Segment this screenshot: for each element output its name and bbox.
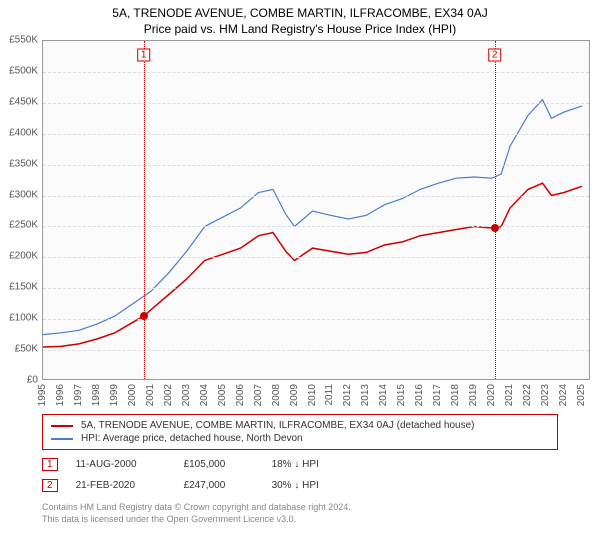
gridline (43, 134, 589, 135)
gridline (43, 288, 589, 289)
y-axis-label: £350K (0, 158, 38, 169)
event-date: 21-FEB-2020 (76, 480, 166, 491)
x-axis-label: 2022 (522, 384, 533, 406)
x-axis-label: 2025 (576, 384, 587, 406)
chart-title: 5A, TRENODE AVENUE, COMBE MARTIN, ILFRAC… (0, 0, 600, 20)
x-axis-label: 2002 (163, 384, 174, 406)
x-axis-label: 2017 (432, 384, 443, 406)
y-axis-label: £450K (0, 96, 38, 107)
x-axis-label: 2006 (235, 384, 246, 406)
event-price: £247,000 (184, 480, 254, 491)
y-axis-label: £100K (0, 313, 38, 324)
y-axis-label: £200K (0, 251, 38, 262)
chart-subtitle: Price paid vs. HM Land Registry's House … (0, 20, 600, 40)
marker-vline (495, 41, 496, 379)
x-axis-label: 2005 (217, 384, 228, 406)
x-axis-label: 2020 (486, 384, 497, 406)
line-svg (43, 41, 591, 381)
x-axis-label: 2021 (504, 384, 515, 406)
event-row: 1 11-AUG-2000 £105,000 18% ↓ HPI (42, 454, 558, 475)
events-table: 1 11-AUG-2000 £105,000 18% ↓ HPI 2 21-FEB-202… (42, 454, 558, 496)
x-axis-label: 2014 (378, 384, 389, 406)
footer-line-2: This data is licensed under the Open Gov… (42, 514, 558, 526)
gridline (43, 72, 589, 73)
x-axis-label: 2013 (360, 384, 371, 406)
x-axis-label: 2009 (289, 384, 300, 406)
gridline (43, 226, 589, 227)
series-hpi (43, 100, 582, 335)
y-axis-label: £300K (0, 189, 38, 200)
footer: Contains HM Land Registry data © Crown c… (42, 502, 558, 525)
marker-vline (144, 41, 145, 379)
x-axis-label: 2001 (145, 384, 156, 406)
x-axis-label: 2024 (558, 384, 569, 406)
event-delta: 18% ↓ HPI (272, 459, 319, 470)
legend-label: HPI: Average price, detached house, Nort… (81, 433, 303, 444)
legend-row: HPI: Average price, detached house, Nort… (51, 432, 549, 445)
legend-row: 5A, TRENODE AVENUE, COMBE MARTIN, ILFRAC… (51, 419, 549, 432)
chart-area: 12 £0£50K£100K£150K£200K£250K£300K£350K£… (42, 40, 590, 410)
x-axis-label: 2008 (271, 384, 282, 406)
gridline (43, 319, 589, 320)
y-axis-label: £500K (0, 65, 38, 76)
legend: 5A, TRENODE AVENUE, COMBE MARTIN, ILFRAC… (42, 414, 558, 450)
x-axis-label: 1999 (109, 384, 120, 406)
marker-dot (491, 224, 499, 232)
event-number: 1 (42, 458, 58, 471)
y-axis-label: £400K (0, 127, 38, 138)
x-axis-label: 2012 (342, 384, 353, 406)
event-row: 2 21-FEB-2020 £247,000 30% ↓ HPI (42, 475, 558, 496)
x-axis-label: 2007 (253, 384, 264, 406)
x-axis-label: 2016 (414, 384, 425, 406)
marker-label: 2 (488, 49, 502, 62)
y-axis-label: £250K (0, 220, 38, 231)
x-axis-label: 2004 (199, 384, 210, 406)
event-number: 2 (42, 479, 58, 492)
footer-line-1: Contains HM Land Registry data © Crown c… (42, 502, 558, 514)
gridline (43, 257, 589, 258)
legend-label: 5A, TRENODE AVENUE, COMBE MARTIN, ILFRAC… (81, 420, 474, 431)
legend-swatch (51, 425, 73, 427)
y-axis-label: £150K (0, 282, 38, 293)
plot-region: 12 (42, 40, 590, 380)
x-axis-label: 1996 (55, 384, 66, 406)
event-date: 11-AUG-2000 (76, 459, 166, 470)
x-axis-label: 2019 (468, 384, 479, 406)
marker-dot (140, 312, 148, 320)
series-property (43, 183, 582, 347)
gridline (43, 103, 589, 104)
x-axis-label: 1997 (73, 384, 84, 406)
event-price: £105,000 (184, 459, 254, 470)
x-axis-label: 2023 (540, 384, 551, 406)
y-axis-label: £550K (0, 35, 38, 46)
y-axis-label: £50K (0, 344, 38, 355)
x-axis-label: 2010 (307, 384, 318, 406)
x-axis-label: 2003 (181, 384, 192, 406)
x-axis-label: 1998 (91, 384, 102, 406)
event-delta: 30% ↓ HPI (272, 480, 319, 491)
marker-label: 1 (137, 49, 151, 62)
x-axis-label: 1995 (37, 384, 48, 406)
gridline (43, 165, 589, 166)
legend-swatch (51, 438, 73, 440)
gridline (43, 350, 589, 351)
x-axis-label: 2011 (324, 384, 335, 406)
x-axis-label: 2018 (450, 384, 461, 406)
gridline (43, 196, 589, 197)
y-axis-label: £0 (0, 375, 38, 386)
x-axis-label: 2015 (396, 384, 407, 406)
x-axis-label: 2000 (127, 384, 138, 406)
